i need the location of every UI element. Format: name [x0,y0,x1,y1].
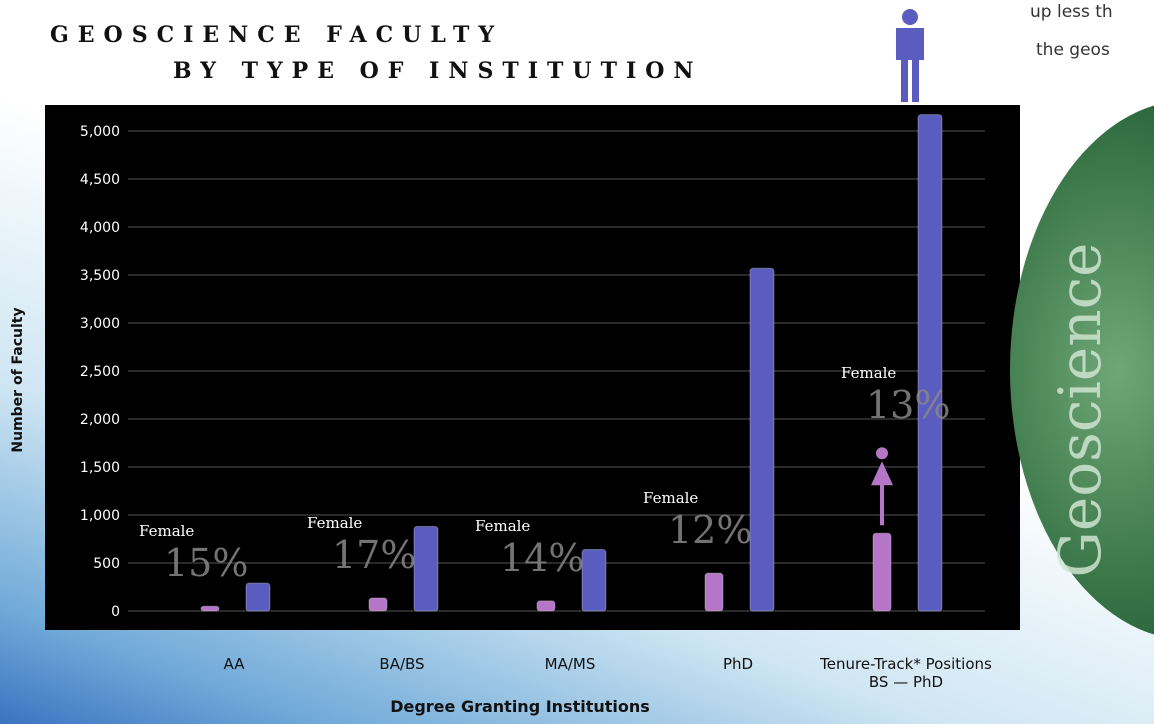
title-line: BY TYPE OF INSTITUTION [173,58,703,84]
bar [704,572,724,612]
male-icon [896,9,924,102]
annotation-percent: 14% [500,536,584,580]
y-tick-label: 3,000 [80,316,120,332]
bar [872,532,892,612]
y-tick-label: 1,500 [80,460,120,476]
bar [917,114,943,612]
bar [581,549,607,612]
annotation-percent: 13% [866,383,950,427]
bar [368,597,388,612]
x-tick-label: MA/MS [544,655,596,673]
annotation-percent: 17% [332,533,416,577]
side-text: the geos [1036,40,1110,60]
y-tick-label: 500 [93,556,120,572]
annotation-label: Female [307,514,362,532]
icon-part [871,461,893,526]
plot-panel [45,105,1020,630]
annotation-percent: 12% [668,508,752,552]
x-tick-label: Tenure-Track* Positions BS — PhD [820,655,992,691]
y-tick-label: 4,500 [80,172,120,188]
x-axis-label: Degree Granting Institutions [390,697,650,716]
x-tick-label: PhD [722,655,754,673]
globe [1010,105,1154,635]
y-axis-label: Number of Faculty [10,307,26,452]
annotation-label: Female [139,522,194,540]
y-tick-label: 1,000 [80,508,120,524]
y-tick-label: 3,500 [80,268,120,284]
bar [536,600,556,612]
y-tick-label: 2,500 [80,364,120,380]
annotation-label: Female [475,517,530,535]
annotation-percent: 15% [164,541,248,585]
female-icon [871,447,893,526]
x-tick-label: BA/BS [379,655,425,673]
y-tick-label: 0 [111,604,120,620]
bar [413,526,439,612]
icon-part [876,447,888,460]
y-tick-label: 5,000 [80,124,120,140]
y-tick-label: 2,000 [80,412,120,428]
side-text: up less th [1030,2,1113,22]
title-line: GEOSCIENCE FACULTY [50,22,504,48]
annotation-label: Female [841,364,896,382]
bar [749,267,775,612]
badge-text: Geoscience [1046,243,1114,578]
annotation-label: Female [643,489,698,507]
bar [245,582,271,612]
x-tick-label: AA [223,655,245,673]
y-tick-label: 4,000 [80,220,120,236]
bar [200,605,220,612]
